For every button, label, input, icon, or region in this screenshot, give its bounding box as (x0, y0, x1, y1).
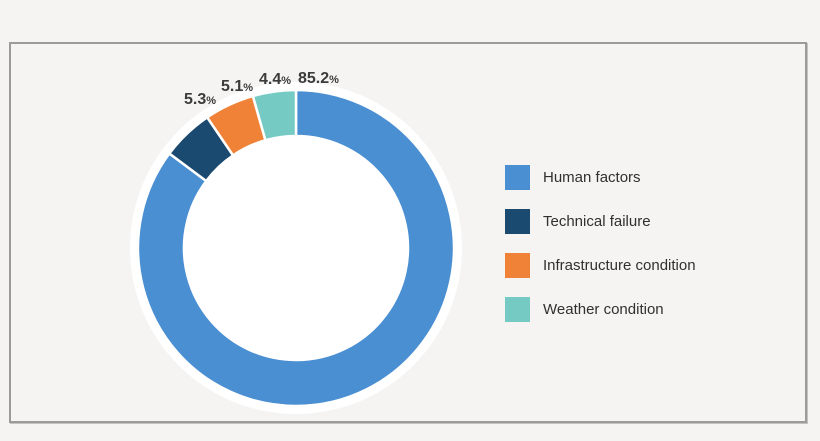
chart-frame: 5.3% 5.1% 4.4% 85.2% Human factors Techn… (9, 42, 807, 423)
percent-sign: % (281, 75, 292, 87)
percent-sign: % (243, 82, 254, 94)
legend-item-technical-failure: Technical failure (505, 209, 696, 234)
legend-label-human-factors: Human factors (543, 169, 641, 186)
legend-label-weather-condition: Weather condition (543, 301, 664, 318)
legend-item-infrastructure-condition: Infrastructure condition (505, 253, 696, 278)
legend-swatch-human-factors (505, 165, 530, 190)
legend-swatch-technical-failure (505, 209, 530, 234)
slice-value-technical-failure: 5.3 (184, 91, 207, 108)
donut-slice-weather-condition (251, 88, 298, 142)
slice-value-label-technical-failure: 5.3% (184, 92, 216, 109)
legend: Human factors Technical failure Infrastr… (505, 165, 696, 341)
percent-sign: % (329, 74, 339, 86)
slice-value-infrastructure-condition: 5.1 (221, 78, 244, 95)
legend-item-weather-condition: Weather condition (505, 297, 696, 322)
legend-label-technical-failure: Technical failure (543, 213, 651, 230)
donut-slice-human-factors (136, 88, 456, 408)
legend-item-human-factors: Human factors (505, 165, 696, 190)
slice-value-label-human-factors: 85.2% (298, 71, 339, 88)
donut-hole (185, 137, 407, 359)
slice-value-label-infrastructure-condition: 5.1% (221, 79, 253, 96)
legend-label-infrastructure-condition: Infrastructure condition (543, 257, 696, 274)
percent-sign: % (206, 95, 217, 107)
slice-value-label-weather-condition: 4.4% (259, 72, 291, 89)
slice-value-weather-condition: 4.4 (259, 71, 282, 88)
slice-value-human-factors: 85.2 (298, 70, 330, 87)
donut-chart (130, 82, 462, 414)
legend-swatch-weather-condition (505, 297, 530, 322)
legend-swatch-infrastructure-condition (505, 253, 530, 278)
